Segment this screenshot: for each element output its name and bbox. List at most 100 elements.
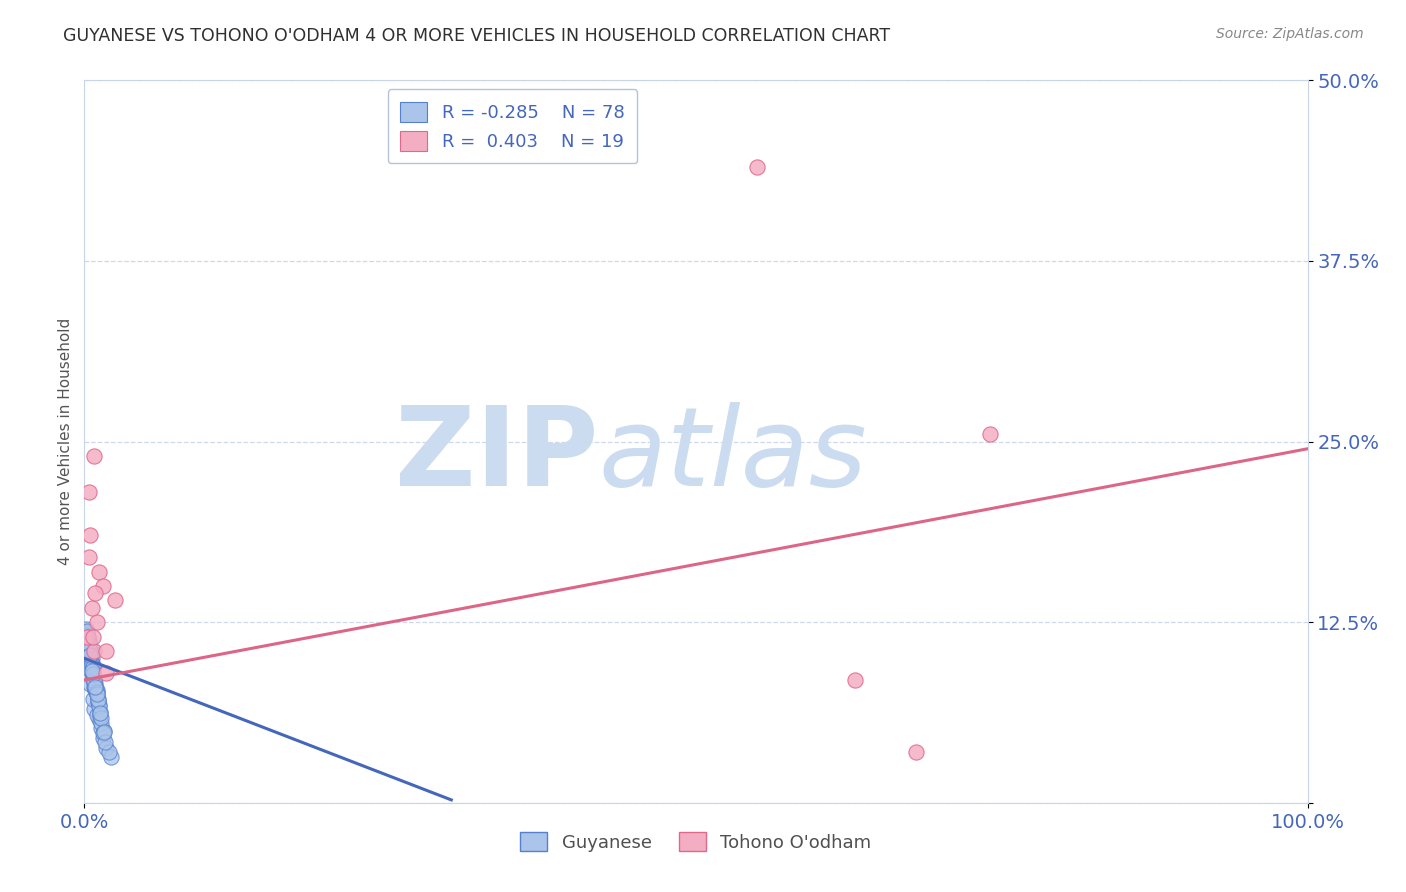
Point (87, 693, 110, 707)
Point (76, 625, 98, 640)
Point (79, 647, 101, 661)
Point (83, 674, 105, 689)
Point (80, 656, 103, 670)
Point (77, 640, 100, 654)
Point (77, 485, 100, 500)
Point (83, 644, 105, 658)
Point (80, 651, 103, 665)
Text: Source: ZipAtlas.com: Source: ZipAtlas.com (1216, 27, 1364, 41)
Point (84, 683, 107, 698)
Point (76, 649, 98, 664)
Point (79, 647, 101, 661)
Point (77, 631, 100, 645)
Point (91, 731, 114, 745)
Point (86, 707, 108, 722)
Point (747, 160, 769, 174)
Point (82, 668, 104, 682)
Point (87, 698, 110, 712)
Point (83, 673, 105, 687)
Text: ZIP: ZIP (395, 402, 598, 509)
Point (89, 709, 111, 723)
Point (80, 665, 103, 680)
Point (87, 691, 110, 706)
Point (82, 673, 104, 687)
Point (84, 676, 107, 690)
Point (77, 642, 100, 657)
Point (97, 745, 120, 759)
Point (86, 683, 108, 698)
Point (82, 667, 104, 681)
Point (82, 665, 104, 680)
Text: atlas: atlas (598, 402, 866, 509)
Point (96, 644, 118, 658)
Point (90, 721, 112, 735)
Point (87, 698, 110, 713)
Point (87, 565, 110, 579)
Point (84, 679, 107, 693)
Point (79, 528, 101, 542)
Point (100, 749, 122, 764)
Point (84, 586, 107, 600)
Point (979, 427, 1001, 442)
Point (76, 628, 98, 642)
Y-axis label: 4 or more Vehicles in Household: 4 or more Vehicles in Household (58, 318, 73, 566)
Point (76, 630, 98, 644)
Point (91, 579, 114, 593)
Point (77, 658, 100, 673)
Point (77, 630, 100, 644)
Point (90, 716, 112, 731)
Point (76, 630, 98, 644)
Point (87, 712, 110, 726)
Point (77, 550, 100, 565)
Point (82, 658, 104, 673)
Point (77, 640, 100, 654)
Point (80, 661, 103, 675)
Point (89, 705, 111, 719)
Point (80, 644, 103, 658)
Point (80, 665, 103, 679)
Point (91, 726, 114, 740)
Point (86, 687, 108, 701)
Point (77, 661, 100, 675)
Point (77, 654, 100, 668)
Point (77, 638, 100, 652)
Point (844, 673, 866, 687)
Point (76, 624, 98, 638)
Point (82, 663, 104, 677)
Point (104, 593, 127, 607)
Point (75, 623, 97, 637)
Point (82, 630, 104, 644)
Point (96, 740, 118, 755)
Point (86, 687, 108, 701)
Point (94, 735, 117, 749)
Point (80, 657, 103, 671)
Point (83, 449, 105, 463)
Point (82, 691, 104, 706)
Point (86, 615, 108, 630)
Point (77, 637, 100, 651)
Point (90, 710, 112, 724)
Point (79, 646, 101, 660)
Text: GUYANESE VS TOHONO O'ODHAM 4 OR MORE VEHICLES IN HOUSEHOLD CORRELATION CHART: GUYANESE VS TOHONO O'ODHAM 4 OR MORE VEH… (63, 27, 890, 45)
Point (93, 725, 115, 739)
Legend: Guyanese, Tohono O'odham: Guyanese, Tohono O'odham (513, 824, 879, 859)
Point (83, 702, 105, 716)
Point (79, 644, 101, 658)
Point (84, 681, 107, 696)
Point (77, 641, 100, 656)
Point (82, 660, 104, 674)
Point (79, 648, 101, 663)
Point (86, 684, 108, 698)
Point (79, 648, 101, 663)
Point (79, 677, 101, 691)
Point (89, 706, 111, 721)
Point (96, 665, 118, 680)
Point (79, 642, 101, 657)
Point (77, 640, 100, 654)
Point (77, 634, 100, 648)
Point (83, 670, 105, 684)
Point (87, 695, 110, 709)
Point (83, 680, 105, 694)
Point (80, 600, 103, 615)
Point (905, 745, 928, 759)
